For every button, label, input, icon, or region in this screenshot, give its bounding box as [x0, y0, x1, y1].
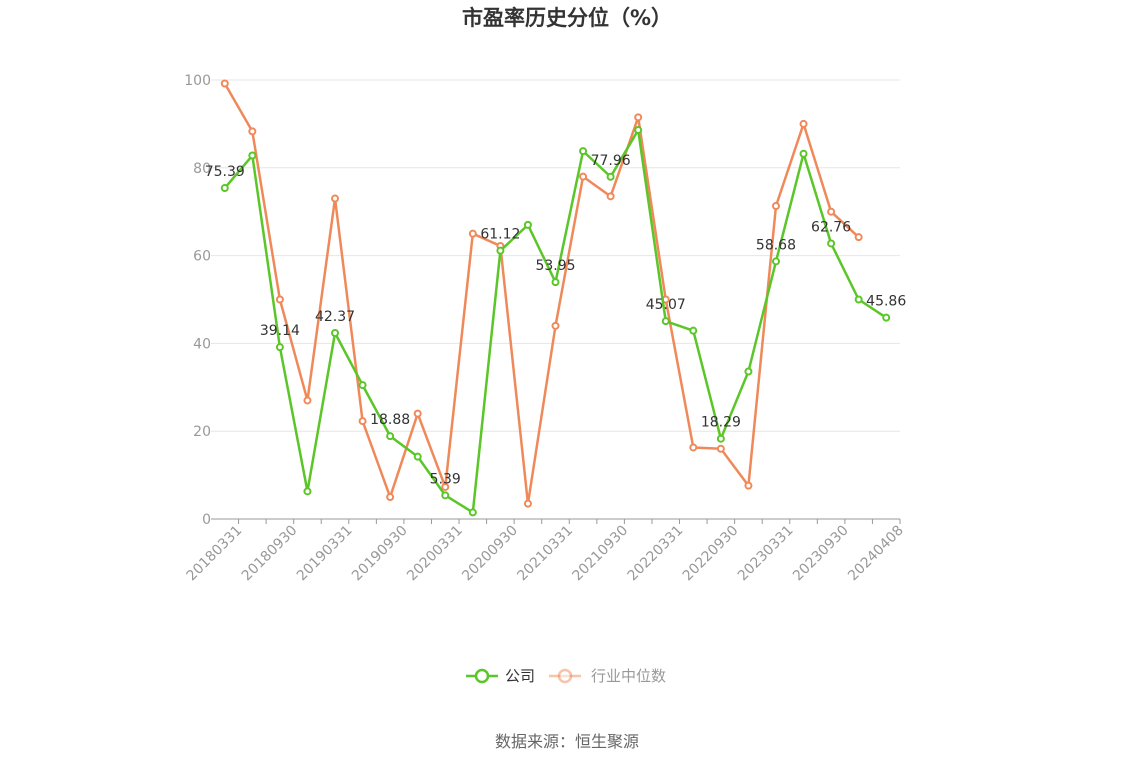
x-tick-label: 20240408 [845, 523, 907, 585]
y-axis: 0 20 40 60 80 100 [184, 73, 211, 528]
data-point[interactable] [303, 487, 312, 496]
series-line [223, 82, 860, 505]
legend-label: 行业中位数 [591, 667, 666, 685]
data-source: 数据来源：恒生聚源 [495, 732, 639, 751]
data-point[interactable] [771, 201, 780, 210]
x-tick-label: 20220930 [680, 523, 742, 585]
data-point[interactable] [523, 220, 532, 229]
data-label: 75.39 [205, 164, 245, 180]
legend-item[interactable]: 行业中位数 [549, 667, 666, 685]
x-tick-label: 20180331 [184, 523, 246, 585]
data-label: 5.39 [430, 471, 461, 487]
data-label: 62.76 [811, 219, 851, 235]
data-label: 18.88 [370, 412, 410, 428]
legend[interactable]: 公司 行业中位数 [466, 667, 666, 685]
x-tick-label: 20210331 [514, 523, 576, 585]
data-point[interactable] [716, 444, 725, 453]
legend-label: 公司 [505, 667, 535, 685]
data-label: 45.86 [866, 294, 906, 310]
data-point[interactable] [827, 207, 836, 216]
data-point[interactable] [689, 443, 698, 452]
data-point[interactable] [386, 432, 395, 441]
x-tick-label: 20190930 [349, 523, 411, 585]
data-point[interactable] [579, 147, 588, 156]
data-point[interactable] [634, 126, 643, 135]
x-tick-label: 20230930 [790, 523, 852, 585]
y-tick-label: 80 [193, 161, 211, 177]
data-label: 18.29 [701, 415, 741, 431]
chart-title: 市盈率历史分位（%） [462, 6, 672, 30]
data-label: 45.07 [646, 297, 686, 313]
data-point[interactable] [744, 367, 753, 376]
data-point[interactable] [468, 229, 477, 238]
data-point[interactable] [634, 113, 643, 122]
x-tick-label: 20180930 [239, 523, 301, 585]
data-point[interactable] [551, 321, 560, 330]
series-layer [220, 79, 891, 517]
x-axis: 2018033120180930201903312019093020200331… [184, 518, 907, 585]
data-point[interactable] [220, 79, 229, 88]
data-point[interactable] [441, 491, 450, 500]
data-point[interactable] [220, 184, 229, 193]
data-point[interactable] [799, 119, 808, 128]
data-point[interactable] [441, 482, 450, 491]
x-tick-label: 20190331 [294, 523, 356, 585]
data-point[interactable] [496, 246, 505, 255]
y-tick-label: 60 [193, 249, 211, 265]
data-point[interactable] [386, 493, 395, 502]
data-point[interactable] [248, 127, 257, 136]
data-point[interactable] [771, 257, 780, 266]
x-tick-label: 20210930 [570, 523, 632, 585]
y-tick-label: 40 [193, 336, 211, 352]
data-point[interactable] [716, 434, 725, 443]
data-point[interactable] [331, 194, 340, 203]
data-point[interactable] [827, 239, 836, 248]
x-tick-label: 20200930 [459, 523, 521, 585]
x-tick-label: 20220331 [625, 523, 687, 585]
data-point[interactable] [413, 452, 422, 461]
grid-lines [211, 79, 900, 432]
data-label: 39.14 [260, 323, 300, 339]
data-point[interactable] [303, 396, 312, 405]
data-label: 53.95 [535, 258, 575, 274]
data-point[interactable] [275, 343, 284, 352]
data-label: 77.96 [591, 153, 631, 169]
data-point[interactable] [854, 233, 863, 242]
data-point[interactable] [854, 295, 863, 304]
data-label: 42.37 [315, 309, 355, 325]
data-point[interactable] [358, 417, 367, 426]
data-point[interactable] [358, 381, 367, 390]
legend-marker [474, 668, 490, 684]
y-tick-label: 20 [193, 424, 211, 440]
data-point[interactable] [468, 508, 477, 517]
data-point[interactable] [799, 149, 808, 158]
x-tick-label: 20230331 [735, 523, 797, 585]
data-point[interactable] [606, 192, 615, 201]
data-point[interactable] [606, 172, 615, 181]
data-point[interactable] [661, 317, 670, 326]
data-point[interactable] [744, 481, 753, 490]
y-tick-label: 0 [202, 512, 211, 528]
legend-marker [557, 668, 573, 684]
data-point[interactable] [882, 313, 891, 322]
data-point[interactable] [331, 328, 340, 337]
data-point[interactable] [413, 409, 422, 418]
data-point[interactable] [579, 172, 588, 181]
legend-item[interactable]: 公司 [466, 667, 535, 685]
y-tick-label: 100 [184, 73, 211, 89]
data-labels: 75.39 39.14 42.37 18.88 5.39 61.12 53.95 77.96 4… [205, 153, 907, 488]
x-tick-label: 20200331 [404, 523, 466, 585]
data-point[interactable] [689, 326, 698, 335]
data-point[interactable] [248, 151, 257, 160]
data-point[interactable] [275, 295, 284, 304]
data-point[interactable] [551, 278, 560, 287]
data-point[interactable] [523, 499, 532, 508]
data-label: 58.68 [756, 237, 796, 253]
data-label: 61.12 [480, 227, 520, 243]
